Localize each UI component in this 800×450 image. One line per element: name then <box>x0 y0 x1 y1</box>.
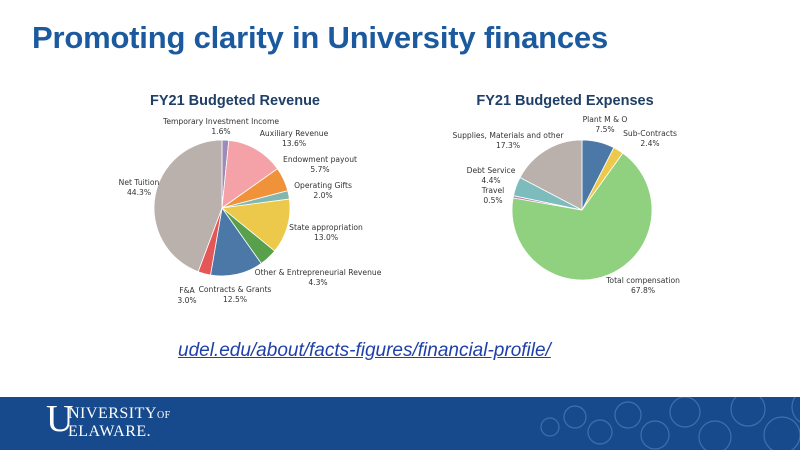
revenue-label-temporary-investment-income: Temporary Investment Income 1.6% <box>162 117 279 136</box>
revenue-label-net-tuition: Net Tuition 44.3% <box>119 178 160 197</box>
expenses-label-debt-service: Debt Service 4.4% <box>467 166 516 185</box>
expenses-slice-supplies-materials-and-other <box>519 139 583 211</box>
logo-line-delaware: ELAWARE. <box>68 423 152 440</box>
logo-line-university: NIVERSITYOF <box>68 405 171 422</box>
revenue-label-fanda: F&A 3.0% <box>177 286 196 305</box>
financial-profile-link[interactable]: udel.edu/about/facts-figures/financial-p… <box>178 340 551 361</box>
revenue-label-other-and-entrepreneurial-revenue: Other & Entrepreneurial Revenue 4.3% <box>255 268 382 287</box>
revenue-chart-title: FY21 Budgeted Revenue <box>149 93 320 109</box>
revenue-label-contracts-and-grants: Contracts & Grants 12.5% <box>199 285 272 304</box>
slide-title: Promoting clarity in University finances <box>32 20 608 55</box>
revenue-label-auxiliary-revenue: Auxiliary Revenue 13.6% <box>260 129 329 148</box>
expenses-label-plant-m-and-o: Plant M & O 7.5% <box>583 115 628 134</box>
footer-circles-decoration <box>540 397 800 450</box>
revenue-slice-net-tuition <box>153 139 223 273</box>
logo-u-monogram: U <box>46 398 74 440</box>
revenue-label-endowment-payout: Endowment payout 5.7% <box>283 155 357 174</box>
footer-band <box>0 397 800 450</box>
revenue-slice-auxiliary-revenue <box>221 139 279 209</box>
expenses-label-travel: Travel 0.5% <box>481 186 505 205</box>
expenses-label-supplies-materials-and-other: Supplies, Materials and other 17.3% <box>452 131 564 150</box>
expenses-label-total-compensation: Total compensation 67.8% <box>605 276 680 295</box>
revenue-label-operating-gifts: Operating Gifts 2.0% <box>294 181 352 200</box>
revenue-slice-state-appropriation <box>221 198 291 252</box>
expenses-slice-total-compensation <box>511 152 653 281</box>
revenue-label-state-appropriation: State appropriation 13.0% <box>289 223 363 242</box>
expenses-label-sub-contracts: Sub-Contracts 2.4% <box>623 129 677 148</box>
expenses-chart-title: FY21 Budgeted Expenses <box>476 93 654 109</box>
